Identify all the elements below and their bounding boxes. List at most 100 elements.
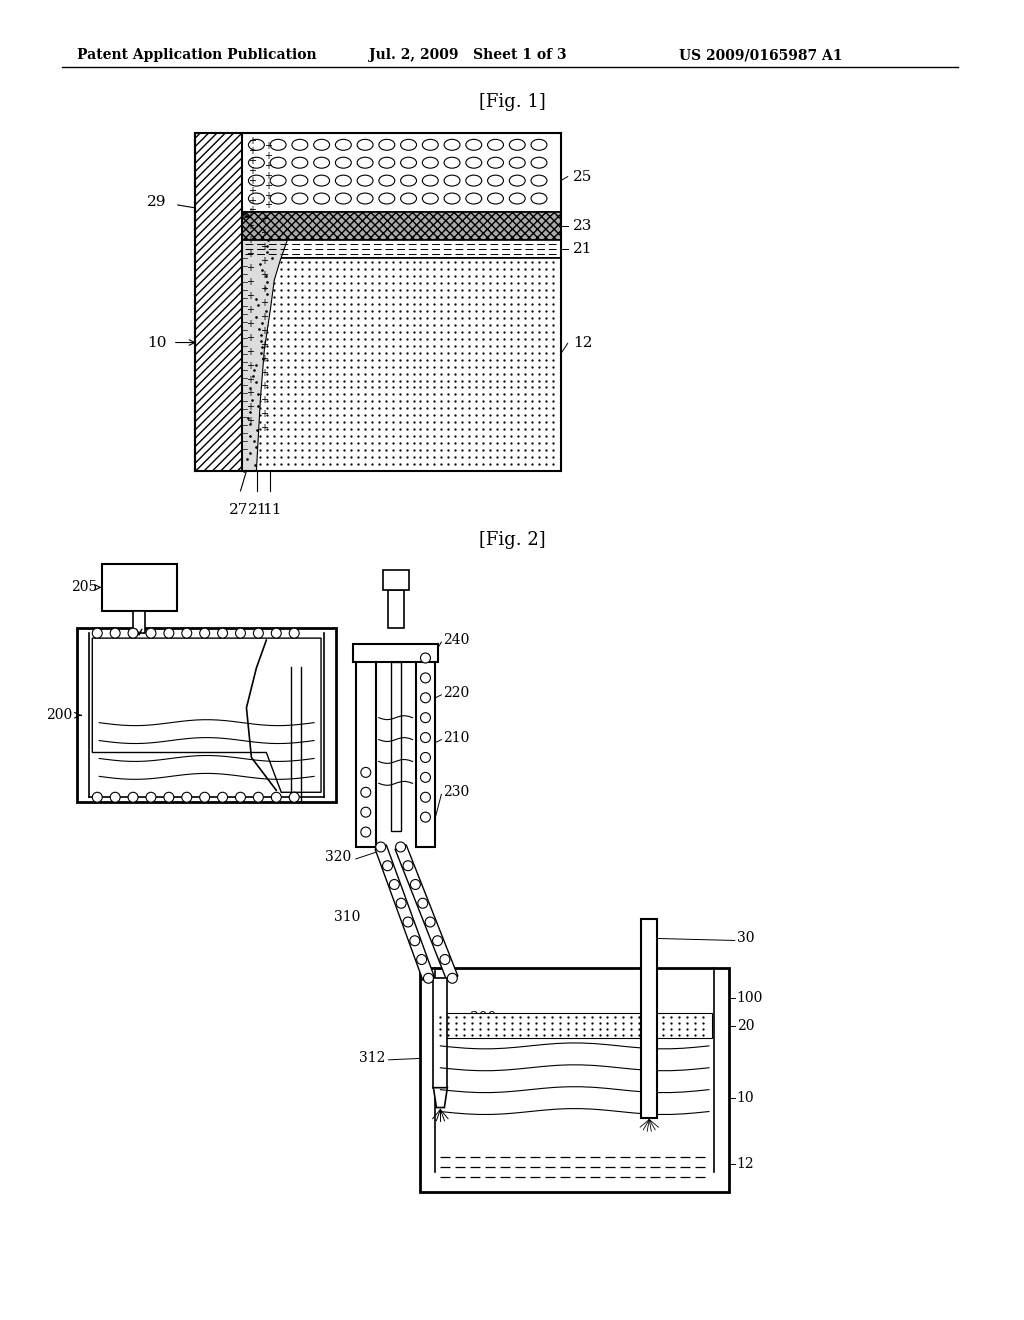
Bar: [383, 570, 409, 590]
Circle shape: [128, 792, 138, 803]
Ellipse shape: [422, 176, 438, 186]
Circle shape: [218, 628, 227, 638]
Text: +: +: [260, 354, 268, 363]
Text: +: +: [264, 190, 272, 201]
Ellipse shape: [292, 140, 308, 150]
Bar: [356, 648, 376, 847]
Circle shape: [111, 792, 120, 803]
Text: +: +: [247, 305, 254, 315]
Text: +: +: [247, 403, 254, 412]
Ellipse shape: [357, 176, 373, 186]
Circle shape: [395, 842, 406, 851]
Circle shape: [403, 917, 413, 927]
Circle shape: [182, 792, 191, 803]
Ellipse shape: [379, 193, 395, 205]
Circle shape: [128, 628, 138, 638]
Text: 12: 12: [737, 1158, 755, 1171]
Bar: [437, 1012, 712, 1038]
Circle shape: [421, 733, 430, 743]
Ellipse shape: [357, 140, 373, 150]
Text: 12: 12: [572, 337, 592, 350]
Circle shape: [289, 792, 299, 803]
Text: +: +: [249, 195, 256, 206]
Ellipse shape: [292, 157, 308, 168]
Bar: [243, 213, 561, 240]
Ellipse shape: [313, 157, 330, 168]
Text: +: +: [260, 424, 268, 433]
Text: +: +: [249, 206, 256, 215]
Text: 21: 21: [572, 243, 592, 256]
Ellipse shape: [400, 176, 417, 186]
Ellipse shape: [379, 140, 395, 150]
Polygon shape: [92, 638, 322, 792]
Text: 312: 312: [359, 1051, 386, 1065]
Text: +: +: [260, 312, 268, 322]
Text: 210: 210: [443, 730, 470, 744]
Text: +: +: [247, 207, 254, 218]
Text: +: +: [260, 298, 268, 308]
Ellipse shape: [270, 176, 286, 186]
Ellipse shape: [249, 176, 264, 186]
Circle shape: [164, 628, 174, 638]
Circle shape: [417, 954, 427, 965]
Text: +: +: [264, 181, 272, 190]
Text: 25: 25: [572, 170, 592, 183]
Circle shape: [92, 628, 102, 638]
Bar: [388, 590, 403, 628]
Text: +: +: [264, 170, 272, 181]
Ellipse shape: [336, 193, 351, 205]
Text: +: +: [260, 228, 268, 239]
Ellipse shape: [336, 157, 351, 168]
Bar: [391, 663, 400, 832]
Text: +: +: [247, 222, 254, 231]
Text: 27: 27: [228, 503, 248, 517]
Ellipse shape: [357, 157, 373, 168]
Text: +: +: [247, 290, 254, 301]
Ellipse shape: [487, 140, 504, 150]
Ellipse shape: [487, 193, 504, 205]
Ellipse shape: [270, 157, 286, 168]
Text: 240: 240: [443, 634, 470, 647]
Ellipse shape: [509, 193, 525, 205]
Circle shape: [360, 787, 371, 797]
Text: 11: 11: [262, 503, 282, 517]
Circle shape: [421, 693, 430, 702]
Text: Jul. 2, 2009   Sheet 1 of 3: Jul. 2, 2009 Sheet 1 of 3: [369, 49, 566, 62]
Text: 230: 230: [443, 785, 470, 800]
Ellipse shape: [249, 193, 264, 205]
Circle shape: [289, 628, 299, 638]
Text: +: +: [260, 214, 268, 224]
Circle shape: [92, 792, 102, 803]
Text: +: +: [249, 145, 256, 156]
Ellipse shape: [444, 193, 460, 205]
Text: US 2009/0165987 A1: US 2009/0165987 A1: [679, 49, 843, 62]
Ellipse shape: [422, 140, 438, 150]
Bar: [243, 133, 561, 213]
Circle shape: [253, 628, 263, 638]
Text: 21: 21: [248, 503, 267, 517]
Ellipse shape: [466, 176, 481, 186]
Circle shape: [421, 772, 430, 783]
Text: +: +: [249, 156, 256, 166]
Bar: [195, 133, 243, 471]
Bar: [243, 240, 561, 259]
Text: +: +: [264, 161, 272, 170]
Ellipse shape: [400, 193, 417, 205]
Bar: [353, 644, 438, 663]
Bar: [78, 628, 336, 803]
Ellipse shape: [336, 140, 351, 150]
Text: +: +: [247, 277, 254, 286]
Circle shape: [218, 792, 227, 803]
Ellipse shape: [249, 157, 264, 168]
Ellipse shape: [444, 176, 460, 186]
Ellipse shape: [270, 140, 286, 150]
Bar: [133, 611, 145, 634]
Ellipse shape: [313, 140, 330, 150]
Ellipse shape: [509, 176, 525, 186]
Text: 20: 20: [737, 1019, 755, 1032]
Circle shape: [396, 899, 407, 908]
Circle shape: [271, 628, 282, 638]
Circle shape: [411, 879, 421, 890]
Circle shape: [360, 808, 371, 817]
Ellipse shape: [531, 176, 547, 186]
